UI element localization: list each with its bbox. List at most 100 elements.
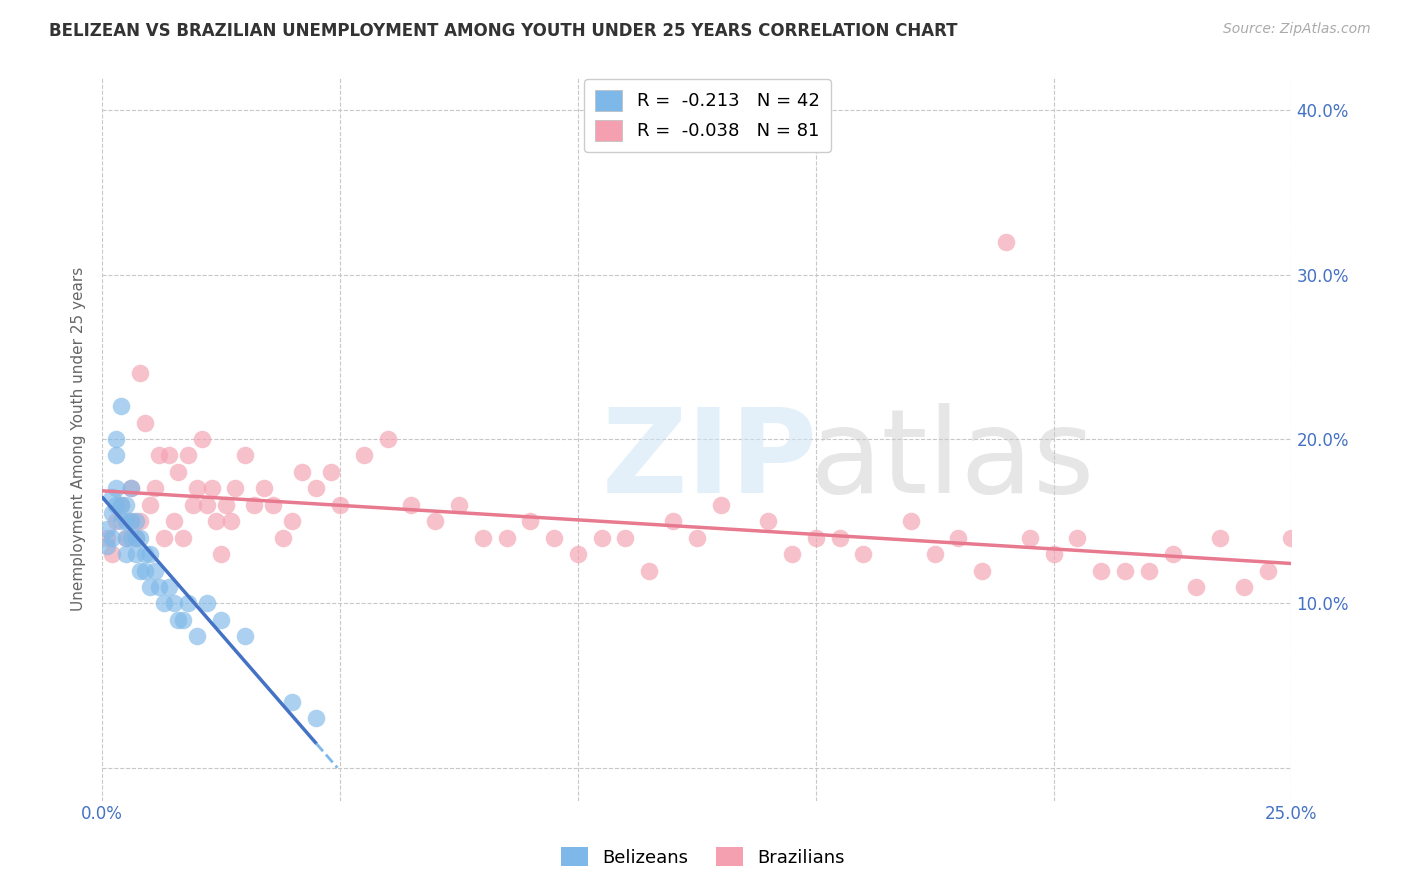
Point [129, 531, 152, 545]
Y-axis label: Unemployment Among Youth under 25 years: Unemployment Among Youth under 25 years [72, 267, 86, 611]
Point [110, 514, 132, 528]
Point [110, 399, 132, 413]
Point [495, 531, 517, 545]
Point [662, 514, 685, 528]
Point [710, 498, 733, 512]
Point [219, 514, 242, 528]
Point [129, 564, 152, 578]
Point [186, 481, 208, 495]
Point [139, 547, 162, 561]
Text: atlas: atlas [810, 403, 1095, 518]
Point [1042, 547, 1064, 561]
Point [100, 490, 122, 504]
Point [1303, 580, 1326, 594]
Legend: Belizeans, Brazilians: Belizeans, Brazilians [554, 840, 852, 874]
Point [120, 514, 142, 528]
Point [177, 449, 200, 463]
Point [614, 531, 637, 545]
Point [1233, 580, 1256, 594]
Point [852, 547, 875, 561]
Point [115, 498, 138, 512]
Point [167, 465, 190, 479]
Point [120, 481, 142, 495]
Point [519, 514, 541, 528]
Point [972, 564, 994, 578]
Point [191, 432, 214, 446]
Point [105, 498, 128, 512]
Point [686, 531, 709, 545]
Point [1281, 531, 1303, 545]
Point [319, 465, 342, 479]
Point [110, 498, 132, 512]
Text: Source: ZipAtlas.com: Source: ZipAtlas.com [1223, 22, 1371, 37]
Point [756, 514, 779, 528]
Point [1185, 580, 1208, 594]
Point [134, 416, 156, 430]
Point [134, 564, 156, 578]
Point [134, 547, 156, 561]
Point [209, 613, 232, 627]
Point [129, 514, 152, 528]
Point [638, 564, 661, 578]
Point [353, 449, 375, 463]
Point [215, 498, 238, 512]
Text: ZIP: ZIP [602, 403, 818, 518]
Point [162, 514, 184, 528]
Text: BELIZEAN VS BRAZILIAN UNEMPLOYMENT AMONG YOUTH UNDER 25 YEARS CORRELATION CHART: BELIZEAN VS BRAZILIAN UNEMPLOYMENT AMONG… [49, 22, 957, 40]
Point [1090, 564, 1112, 578]
Point [177, 596, 200, 610]
Point [120, 531, 142, 545]
Point [115, 531, 138, 545]
Point [115, 514, 138, 528]
Point [124, 514, 146, 528]
Point [195, 596, 218, 610]
Point [153, 596, 176, 610]
Point [804, 531, 827, 545]
Point [105, 449, 128, 463]
Point [139, 580, 162, 594]
Point [425, 514, 447, 528]
Point [115, 547, 138, 561]
Point [96, 539, 118, 553]
Point [105, 481, 128, 495]
Point [253, 481, 276, 495]
Point [143, 481, 166, 495]
Point [591, 531, 613, 545]
Point [148, 580, 170, 594]
Point [124, 531, 146, 545]
Point [167, 613, 190, 627]
Point [201, 481, 224, 495]
Point [567, 547, 589, 561]
Point [471, 531, 494, 545]
Point [305, 711, 328, 725]
Point [129, 366, 152, 380]
Point [305, 481, 328, 495]
Point [329, 498, 352, 512]
Point [291, 465, 314, 479]
Point [157, 580, 180, 594]
Point [1327, 596, 1350, 610]
Point [281, 514, 304, 528]
Point [115, 531, 138, 545]
Point [281, 695, 304, 709]
Point [162, 596, 184, 610]
Point [172, 613, 194, 627]
Point [148, 449, 170, 463]
Point [209, 547, 232, 561]
Point [153, 531, 176, 545]
Point [543, 531, 565, 545]
Point [124, 531, 146, 545]
Point [1114, 564, 1136, 578]
Point [262, 498, 284, 512]
Point [924, 547, 946, 561]
Point [96, 523, 118, 537]
Point [447, 498, 470, 512]
Legend: R =  -0.213   N = 42, R =  -0.038   N = 81: R = -0.213 N = 42, R = -0.038 N = 81 [585, 79, 831, 152]
Point [1257, 564, 1279, 578]
Point [900, 514, 922, 528]
Point [224, 481, 246, 495]
Point [780, 547, 803, 561]
Point [186, 629, 208, 643]
Point [243, 498, 266, 512]
Point [1161, 547, 1184, 561]
